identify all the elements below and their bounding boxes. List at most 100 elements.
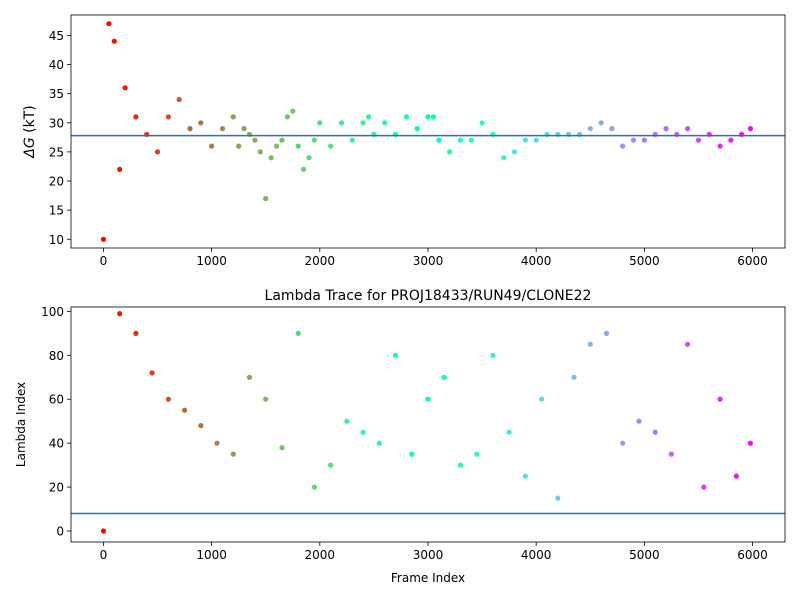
data-point [501, 155, 507, 161]
data-point [701, 484, 707, 490]
data-point [376, 440, 382, 446]
data-point [587, 341, 593, 347]
data-point [571, 374, 577, 380]
data-point [468, 137, 474, 143]
data-point [436, 137, 442, 143]
data-point [441, 374, 447, 380]
data-point [317, 120, 323, 126]
data-point [360, 120, 366, 126]
data-point [182, 407, 188, 413]
data-point [603, 330, 610, 336]
data-point [263, 396, 269, 402]
data-point [533, 137, 539, 143]
data-point [522, 473, 529, 479]
data-point [425, 114, 431, 120]
data-point [695, 137, 702, 143]
data-point [100, 528, 107, 534]
data-point [165, 396, 171, 402]
y-tick-label: 10 [49, 233, 64, 247]
y-tick-label: 25 [49, 145, 64, 159]
data-point [663, 126, 669, 132]
data-point [230, 451, 236, 457]
data-point [511, 149, 518, 155]
data-point [273, 143, 280, 149]
data-point [620, 440, 626, 446]
data-point [279, 137, 285, 143]
x-tick-label: 1000 [196, 254, 227, 268]
data-point [598, 120, 604, 126]
data-point [392, 352, 399, 358]
data-point [133, 330, 139, 336]
data-point [290, 108, 296, 114]
y-axis-label: ΔG (kT) [22, 105, 38, 158]
data-point [620, 143, 626, 149]
data-point [522, 137, 529, 143]
axes-frame [70, 306, 786, 543]
data-point [252, 137, 258, 143]
data-point [685, 341, 691, 347]
y-tick-label: 60 [49, 393, 64, 407]
data-point [230, 114, 236, 120]
data-point [176, 96, 182, 103]
data-point [630, 137, 637, 143]
data-points [100, 311, 754, 534]
y-tick-label: 40 [49, 58, 64, 72]
y-tick-label: 0 [56, 525, 64, 539]
x-tick-label: 1000 [196, 548, 227, 562]
data-point [154, 149, 161, 155]
data-point [409, 451, 415, 457]
data-point [214, 440, 220, 446]
y-tick-label: 100 [41, 305, 64, 319]
data-point [425, 396, 431, 402]
data-point [279, 445, 285, 451]
y-tick-label: 35 [49, 87, 64, 101]
data-point [122, 85, 128, 91]
data-point [219, 126, 226, 132]
data-point [457, 462, 464, 468]
x-tick-label: 3000 [413, 254, 444, 268]
data-point [641, 137, 648, 143]
x-tick-label: 6000 [737, 254, 768, 268]
data-point [652, 429, 658, 435]
data-point [241, 126, 247, 132]
data-point [165, 114, 171, 120]
data-point [609, 126, 615, 132]
data-point [198, 120, 204, 126]
data-point [479, 120, 485, 126]
y-tick-label: 15 [49, 204, 64, 218]
x-axis-label: Frame Index [391, 571, 465, 585]
delta-g-panel: 0 1000 2000 3000 4000 5000 6000 10 15 20 25 30 35 40 4… [22, 14, 786, 268]
data-point [506, 429, 512, 435]
data-point [344, 418, 350, 424]
x-tick-label: 2000 [305, 254, 336, 268]
data-point [311, 484, 317, 490]
data-point [430, 114, 436, 120]
data-point [106, 21, 112, 27]
data-point [236, 143, 242, 149]
data-point [360, 429, 366, 435]
data-point [306, 155, 312, 161]
data-point [100, 236, 107, 242]
data-point [133, 114, 139, 120]
data-point [447, 149, 453, 155]
x-tick-label: 3000 [413, 548, 444, 562]
data-point [198, 423, 204, 429]
data-points [100, 21, 754, 242]
x-tick-label: 0 [100, 254, 108, 268]
data-point [117, 311, 123, 317]
x-tick-label: 6000 [737, 548, 768, 562]
data-point [209, 143, 215, 149]
data-point [717, 396, 723, 402]
data-point [539, 396, 545, 402]
y-tick-label: 30 [49, 116, 64, 130]
data-point [284, 114, 290, 120]
data-point [555, 495, 561, 501]
y-tick-label: 45 [49, 29, 64, 43]
data-point [733, 473, 739, 479]
x-tick-label: 2000 [305, 548, 336, 562]
y-axis-label: Lambda Index [14, 382, 28, 467]
x-tick-label: 5000 [629, 254, 660, 268]
data-point [414, 126, 420, 132]
data-point [668, 451, 675, 457]
